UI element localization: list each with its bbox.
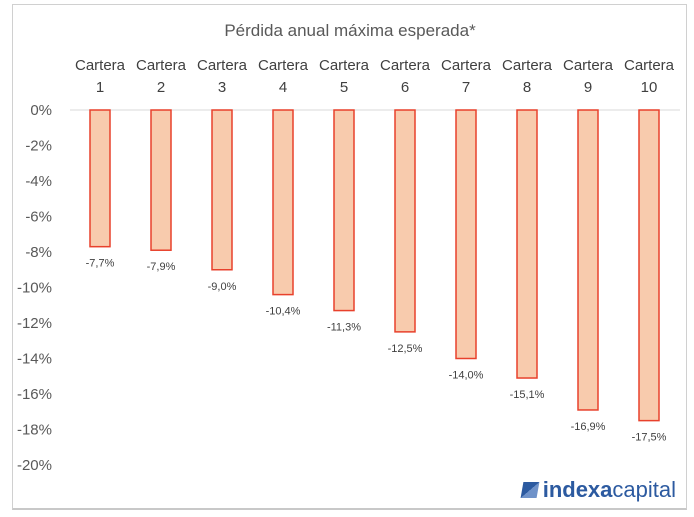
y-tick-label: -2% [25,138,52,155]
chart-title: Pérdida anual máxima esperada* [224,21,476,40]
category-label: 4 [279,79,287,96]
y-tick-label: -10% [17,280,52,297]
y-tick-label: -20% [17,457,52,474]
category-label: Cartera [380,57,431,74]
data-label: -14,0% [449,370,484,382]
category-label: Cartera [258,57,309,74]
category-label: 7 [462,79,470,96]
chart-frame [12,4,687,510]
logo-text-light: capital [612,477,676,502]
category-label: Cartera [441,57,492,74]
category-label: 1 [96,79,104,96]
data-label: -16,9% [571,421,606,433]
category-label: Cartera [136,57,187,74]
category-label: 3 [218,79,226,96]
bar [333,109,355,312]
category-label: Cartera [75,57,126,74]
data-label: -11,3% [327,322,361,334]
data-label: -9,0% [208,281,237,293]
category-label: Cartera [197,57,248,74]
y-tick-label: 0% [30,102,52,119]
bar [577,109,599,411]
y-tick-label: -14% [17,351,52,368]
data-label: -15,1% [510,389,545,401]
category-label: 9 [584,79,592,96]
bar [272,109,294,296]
data-label: -7,9% [147,261,176,273]
data-label: -7,7% [86,258,115,270]
bar [455,109,477,360]
bar [89,109,111,248]
category-label: 5 [340,79,348,96]
indexa-capital-logo: indexa capital [520,477,676,503]
category-label: Cartera [319,57,370,74]
category-label: 2 [157,79,165,96]
y-tick-label: -4% [25,173,52,190]
bar [516,109,538,379]
category-label: 10 [641,79,658,96]
category-label: 8 [523,79,531,96]
bar [211,109,233,271]
data-label: -12,5% [388,343,423,355]
bar [150,109,172,251]
bar [638,109,660,422]
bar [394,109,416,333]
y-tick-label: -8% [25,244,52,261]
category-label: Cartera [624,57,675,74]
logo-text-bold: indexa [542,477,613,502]
y-tick-label: -6% [25,209,52,226]
logo-mark-icon [520,482,540,498]
data-label: -17,5% [632,432,667,444]
category-label: 6 [401,79,409,96]
category-label: Cartera [563,57,614,74]
y-tick-label: -16% [17,386,52,403]
data-label: -10,4% [266,306,301,318]
y-tick-label: -18% [17,422,52,439]
y-tick-label: -12% [17,315,52,332]
category-label: Cartera [502,57,553,74]
